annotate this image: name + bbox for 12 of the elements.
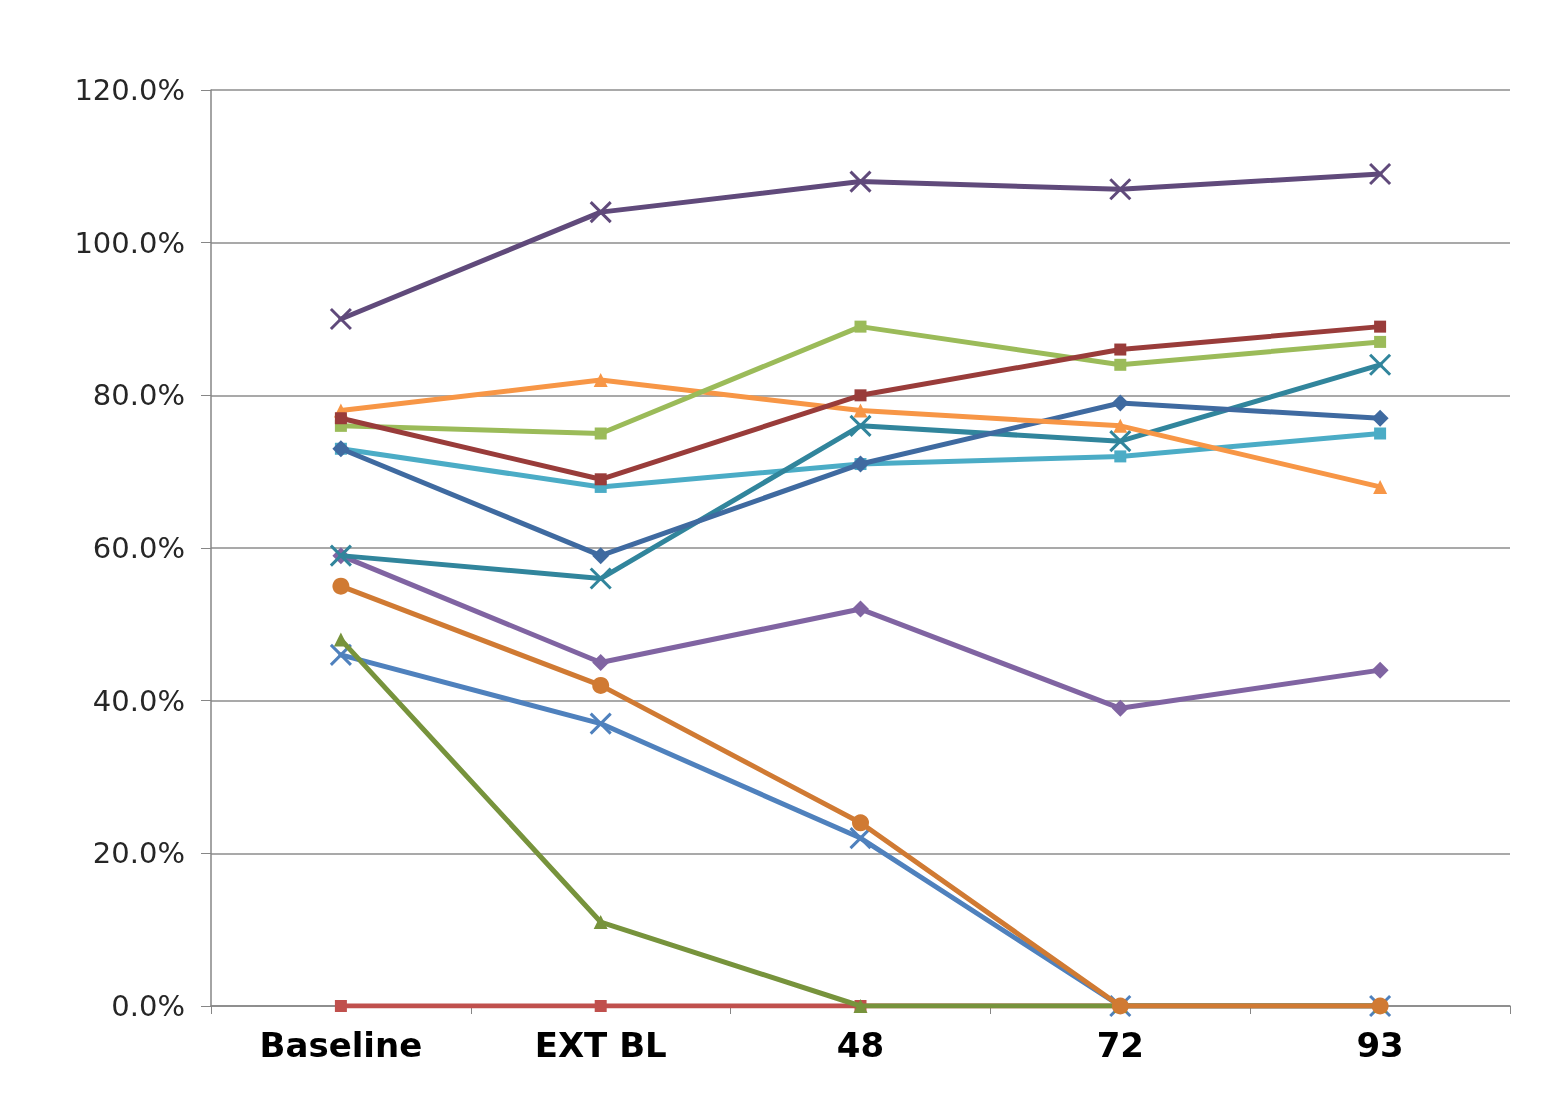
x-tick-label: 48 <box>836 1025 885 1065</box>
x-tick-label: 93 <box>1356 1025 1404 1065</box>
x-tick-label: EXT BL <box>534 1025 667 1065</box>
y-tick-label: 60.0% <box>92 531 185 565</box>
y-tick-label: 0.0% <box>111 989 185 1023</box>
y-tick-label: 40.0% <box>92 683 185 718</box>
y-tick-label: 20.0% <box>92 836 185 871</box>
x-tick-label: 72 <box>1096 1025 1144 1065</box>
y-tick-label: 100.0% <box>74 225 185 260</box>
y-tick-label: 80.0% <box>92 378 185 413</box>
y-tick-label: 120.0% <box>74 73 185 107</box>
x-tick-label: Baseline <box>259 1025 423 1065</box>
